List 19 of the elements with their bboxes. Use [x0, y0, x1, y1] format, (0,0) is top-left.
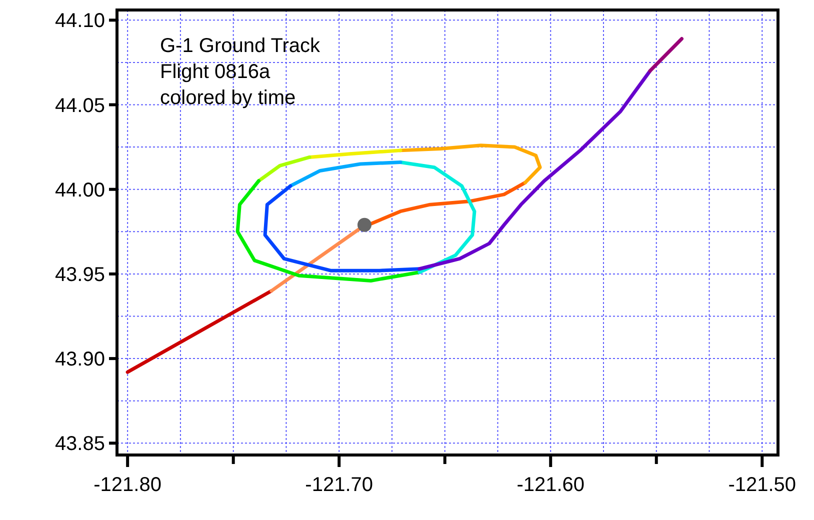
annotation: G-1 Ground Track — [160, 35, 322, 57]
x-tick-label: -121.60 — [516, 474, 585, 496]
x-tick-label: -121.50 — [728, 474, 796, 496]
line-series — [418, 69, 652, 271]
x-tick-label: -121.80 — [94, 474, 162, 496]
line-series — [236, 179, 422, 282]
y-tick-label: 44.10 — [54, 10, 105, 32]
y-tick-label: 44.00 — [54, 179, 105, 202]
y-tick-label: 43.90 — [54, 348, 105, 371]
line-series — [263, 184, 422, 272]
annotation: colored by time — [160, 87, 296, 109]
line-series — [288, 160, 402, 188]
y-tick-label: 43.95 — [54, 264, 105, 286]
line-series — [398, 144, 542, 184]
y-tick-label: 44.05 — [54, 94, 105, 117]
y-tick-label: 43.85 — [54, 433, 105, 456]
x-tick-label: -121.70 — [305, 474, 374, 496]
annotation: Flight 0816a — [160, 61, 271, 83]
line-series — [358, 180, 527, 230]
